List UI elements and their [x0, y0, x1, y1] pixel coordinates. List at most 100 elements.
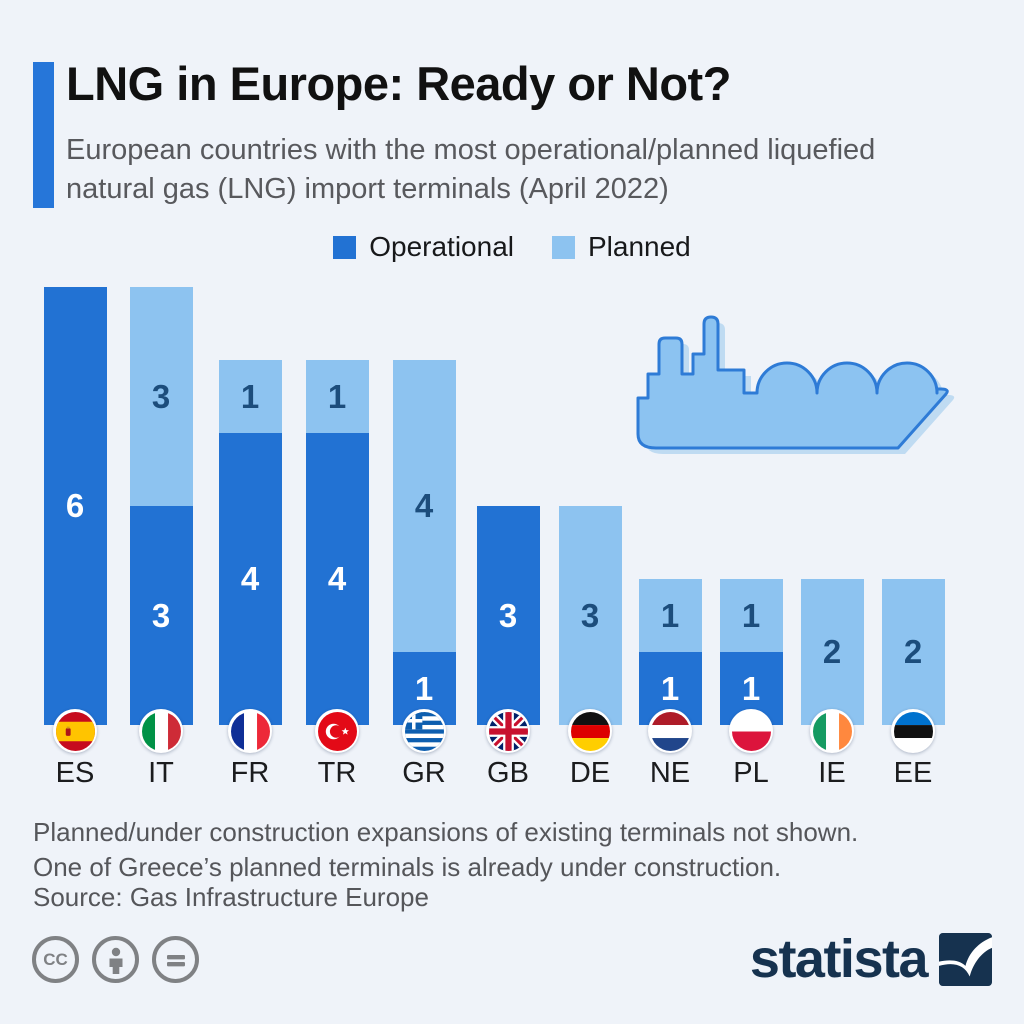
cc-icon-label: CC — [43, 949, 68, 969]
bar-segment-operational-GB: 3 — [476, 506, 540, 725]
bar-value-label: 2 — [822, 633, 842, 670]
flag-italy-icon — [141, 711, 181, 751]
page-title: LNG in Europe: Ready or Not? — [66, 57, 731, 110]
country-label-FR: FR — [230, 757, 270, 789]
flag-estonia-icon — [893, 711, 933, 751]
legend-item-operational: Operational — [333, 231, 514, 263]
bar-segment-operational-FR: 4 — [218, 433, 282, 725]
bar-segment-planned-IE: 2 — [800, 579, 864, 725]
bar-segment-operational-ES: 6 — [43, 287, 107, 725]
legend-label-planned: Planned — [588, 231, 691, 262]
bar-value-label: 1 — [414, 669, 434, 707]
legend-swatch-operational-icon — [333, 235, 357, 259]
country-label-EE: EE — [893, 757, 933, 789]
bar-value-label: 1 — [660, 596, 680, 634]
flag-united-kingdom-icon — [488, 711, 528, 751]
bar-segment-operational-TR: 4 — [305, 433, 369, 725]
legend-label-operational: Operational — [369, 231, 514, 262]
country-label-NE: NE — [649, 757, 691, 789]
no-derivatives-icon[interactable] — [152, 936, 199, 983]
flag-badge-TR — [315, 709, 359, 753]
lng-ship-icon — [636, 315, 955, 454]
flag-badge-DE — [568, 709, 612, 753]
statista-logo-text: statista — [749, 929, 929, 989]
flag-netherlands-icon — [650, 711, 690, 751]
bar-segment-operational-IT: 3 — [129, 506, 193, 725]
country-label-PL: PL — [733, 757, 769, 789]
country-label-IE: IE — [818, 757, 846, 789]
bar-value-label: 1 — [240, 377, 260, 415]
flag-badge-PL — [729, 709, 773, 753]
bar-value-label: 3 — [151, 596, 171, 634]
flag-poland-icon — [731, 711, 771, 751]
bar-value-label: 3 — [498, 596, 518, 634]
flag-greece-icon — [404, 711, 444, 751]
bar-segment-planned-TR: 1 — [305, 360, 369, 433]
country-label-GR: GR — [402, 757, 446, 789]
flag-badge-FR — [228, 709, 272, 753]
bar-value-label: 3 — [580, 596, 600, 634]
bar-segment-planned-NE: 1 — [638, 579, 702, 652]
flag-badge-IE — [810, 709, 854, 753]
legend-swatch-planned-icon — [552, 235, 575, 259]
bar-value-label: 1 — [327, 377, 347, 415]
bar-value-label: 1 — [660, 669, 680, 707]
bar-column-GB: 3 — [476, 506, 540, 725]
bar-value-label: 4 — [240, 560, 260, 597]
bar-segment-planned-IT: 3 — [129, 287, 193, 506]
flag-france-icon — [230, 711, 270, 751]
bar-column-ES: 6 — [43, 287, 107, 725]
statista-logo-mark-icon — [939, 932, 992, 986]
flag-badge-ES — [53, 709, 97, 753]
flag-badge-GB — [486, 709, 530, 753]
footnote-line-2: One of Greece’s planned terminals is alr… — [33, 851, 782, 882]
page-subtitle: European countries with the most operati… — [66, 134, 876, 205]
bar-column-IE: 2 — [800, 579, 864, 725]
bar-value-label: 2 — [903, 633, 923, 670]
bar-value-label: 1 — [741, 596, 761, 634]
bar-value-label: 3 — [151, 377, 171, 415]
flag-turkey-icon — [317, 711, 357, 751]
bar-segment-planned-FR: 1 — [218, 360, 282, 433]
bar-value-label: 4 — [327, 560, 347, 597]
country-label-ES: ES — [55, 757, 95, 789]
bar-segment-planned-GR: 4 — [392, 360, 456, 652]
footnote: Planned/under construction expansions of… — [33, 815, 993, 884]
flag-spain-icon — [55, 711, 95, 751]
footnote-line-1: Planned/under construction expansions of… — [33, 817, 859, 847]
source-text: Source: Gas Infrastructure Europe — [33, 882, 429, 912]
attribution-icon[interactable] — [92, 936, 139, 983]
flag-badge-GR — [402, 709, 446, 753]
country-label-GB: GB — [487, 757, 529, 789]
country-label-IT: IT — [148, 757, 174, 789]
bar-column-EE: 2 — [881, 579, 945, 725]
legend: Operational Planned — [0, 231, 1024, 263]
country-label-DE: DE — [569, 757, 611, 789]
bar-segment-planned-DE: 3 — [558, 506, 622, 725]
legend-item-planned: Planned — [552, 231, 691, 263]
title-accent-bar — [33, 62, 54, 208]
flag-badge-NE — [648, 709, 692, 753]
statista-logo[interactable]: statista — [750, 932, 992, 986]
bar-column-DE: 3 — [558, 506, 622, 725]
bar-value-label: 1 — [741, 669, 761, 707]
bar-value-label: 4 — [414, 487, 434, 524]
flag-badge-EE — [891, 709, 935, 753]
cc-icon[interactable]: CC — [32, 936, 79, 983]
bar-segment-planned-PL: 1 — [719, 579, 783, 652]
bar-value-label: 6 — [65, 487, 85, 524]
flag-germany-icon — [570, 711, 610, 751]
flag-ireland-icon — [812, 711, 852, 751]
license-icons: CC — [32, 936, 199, 983]
bar-segment-planned-EE: 2 — [881, 579, 945, 725]
flag-badge-IT — [139, 709, 183, 753]
country-label-TR: TR — [317, 757, 357, 789]
